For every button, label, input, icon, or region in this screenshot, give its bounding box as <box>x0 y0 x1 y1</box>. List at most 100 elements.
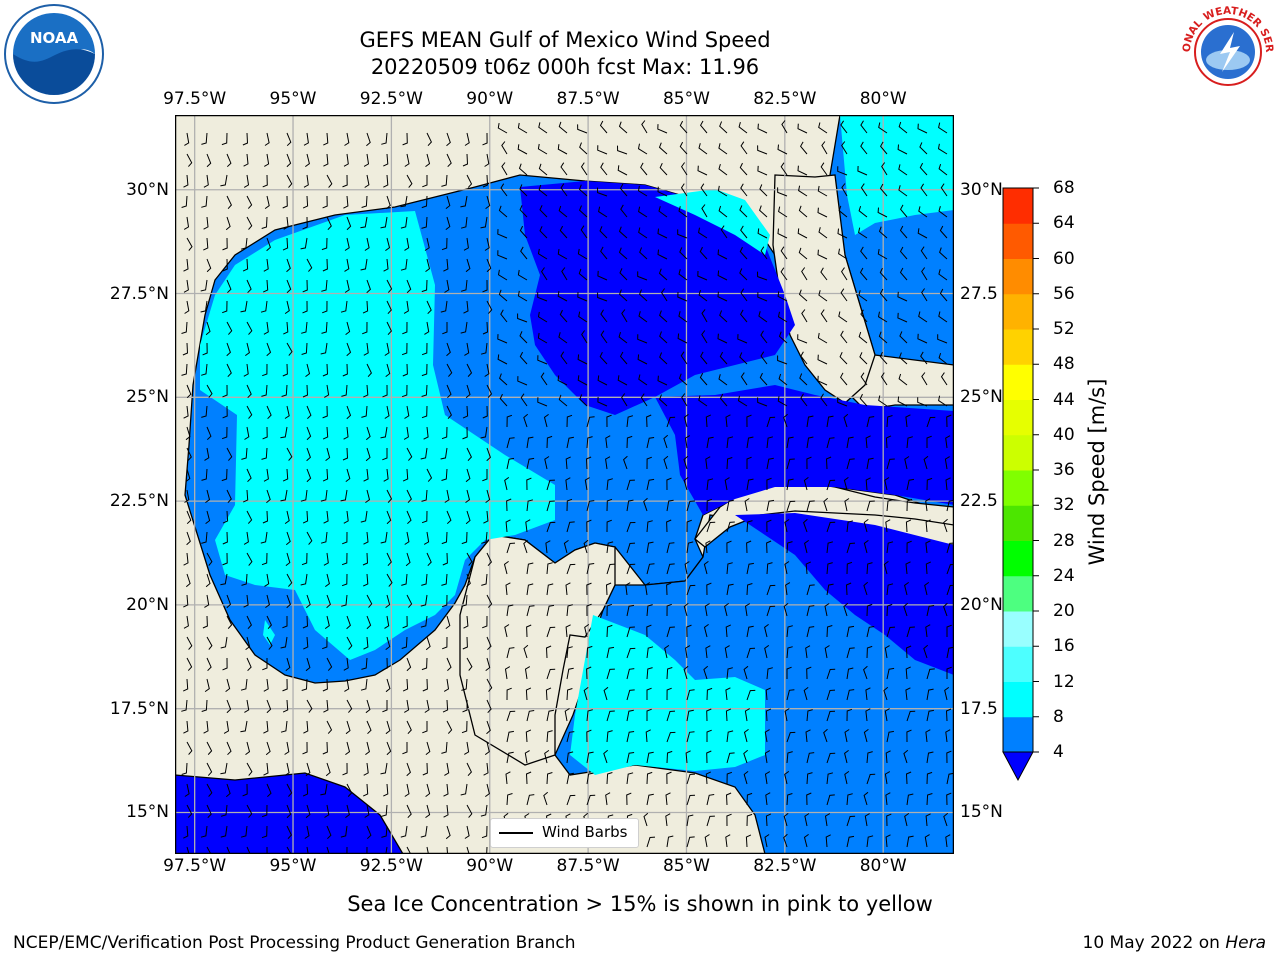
wind-barb <box>566 731 575 743</box>
wind-barb <box>886 499 893 512</box>
wind-barb <box>637 143 648 155</box>
wind-barb <box>526 605 535 617</box>
colorbar-level-label: 4 <box>1053 742 1064 762</box>
wind-barb <box>383 153 389 167</box>
wind-barb <box>837 397 848 407</box>
wind-barb <box>559 225 568 239</box>
wind-barb <box>840 267 848 281</box>
wind-barb <box>401 636 408 649</box>
wind-barb <box>519 205 528 218</box>
wind-barb <box>286 573 293 587</box>
wind-barb <box>201 468 208 481</box>
lon-tick-label: 97.5°W <box>163 89 227 109</box>
wind-barb <box>806 436 814 449</box>
wind-barb <box>757 271 768 281</box>
wind-barb <box>903 602 909 617</box>
wind-barb <box>466 174 473 188</box>
wind-barb <box>501 162 508 176</box>
wind-barb <box>423 426 429 440</box>
wind-barb <box>402 132 408 146</box>
wind-barb <box>462 699 468 713</box>
wind-barb <box>726 771 733 785</box>
wind-barb <box>879 183 888 197</box>
wind-barb <box>184 132 190 146</box>
wind-barb <box>659 394 668 407</box>
wind-barb <box>805 561 812 575</box>
wind-barb <box>246 615 252 630</box>
wind-barb <box>400 216 408 229</box>
wind-barb <box>537 332 548 344</box>
wind-barb <box>264 153 270 167</box>
wind-barb <box>786 793 793 806</box>
wind-barb <box>462 153 469 167</box>
wind-barb <box>577 354 588 365</box>
wind-barb <box>897 291 908 302</box>
wind-barb <box>846 561 853 575</box>
wind-barb <box>440 300 448 313</box>
wind-barb <box>879 141 888 155</box>
wind-barb <box>646 687 652 700</box>
wind-barb <box>400 195 408 208</box>
wind-barb <box>186 636 193 650</box>
wind-barb <box>639 289 648 302</box>
wind-barb <box>323 552 329 566</box>
wind-barb <box>866 773 876 785</box>
wind-barb <box>442 699 449 713</box>
wind-barb <box>758 311 768 323</box>
wind-barb <box>839 372 848 386</box>
wind-barb <box>918 206 928 218</box>
wind-barb <box>183 615 189 629</box>
colorbar-title: Wind Speed [m/s] <box>1085 378 1109 566</box>
wind-barb <box>560 351 568 365</box>
wind-barb <box>744 498 750 512</box>
wind-barb <box>885 519 891 533</box>
wind-barb <box>846 667 854 680</box>
wind-barb <box>860 309 868 323</box>
wind-barb <box>798 185 808 197</box>
wind-barb <box>746 478 754 491</box>
wind-barb <box>543 791 549 806</box>
wind-barb <box>885 750 891 764</box>
wind-barb <box>406 510 412 525</box>
wind-barb <box>780 246 788 260</box>
wind-barb <box>697 165 708 176</box>
wind-barb <box>406 594 413 608</box>
wind-barb <box>666 542 675 554</box>
wind-barb <box>326 846 330 854</box>
wind-barb <box>657 228 668 239</box>
wind-barb <box>886 667 895 680</box>
wind-barb <box>340 825 348 838</box>
wind-barb <box>659 331 668 344</box>
wind-barb <box>926 751 934 764</box>
wind-barb <box>385 636 391 650</box>
lon-tick-label: 92.5°W <box>359 89 423 109</box>
wind-barb <box>540 267 548 281</box>
wind-barb <box>566 414 573 428</box>
wind-barb <box>420 825 428 838</box>
nws-logo: NATIONAL WEATHER SERVICE <box>1178 2 1275 98</box>
wind-barb <box>840 330 848 344</box>
colorbar-level-label: 32 <box>1053 495 1075 516</box>
wind-barb <box>626 604 635 617</box>
wind-barb <box>717 249 728 260</box>
lon-tick-label: 85°W <box>662 856 710 876</box>
wind-barb <box>282 699 289 713</box>
wind-barb <box>586 772 594 785</box>
footer-host: Hera <box>1225 933 1266 953</box>
wind-barb <box>884 645 890 659</box>
wind-barb <box>221 426 228 440</box>
wind-barb <box>757 123 768 134</box>
wind-barb <box>658 268 668 281</box>
wind-barb <box>526 457 535 470</box>
wind-barb <box>683 603 689 617</box>
wind-barb <box>225 678 231 692</box>
wind-barb <box>945 729 951 743</box>
wind-barb <box>206 636 213 650</box>
wind-barb <box>305 762 311 777</box>
wind-barb <box>886 458 895 470</box>
wind-barb <box>519 331 528 344</box>
wind-barb <box>643 812 649 827</box>
wind-barb <box>482 615 488 629</box>
wind-barb <box>380 531 388 544</box>
wind-barb <box>863 665 868 680</box>
